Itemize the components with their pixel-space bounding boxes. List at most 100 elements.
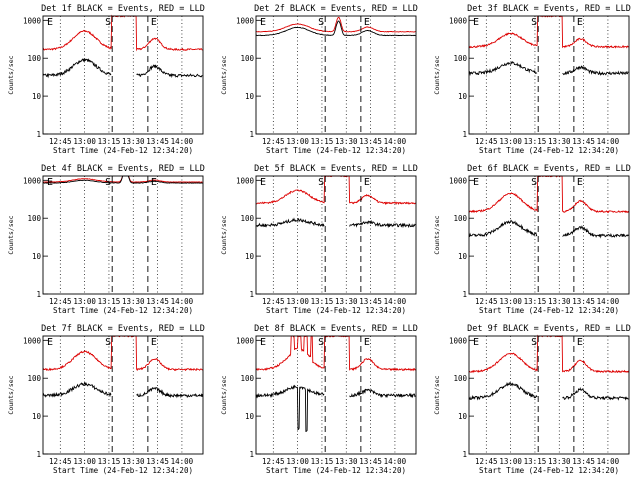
y-tick-label: 100 (453, 214, 467, 223)
x-tick-label: 13:45 (572, 137, 595, 146)
panel-title: Det 3f BLACK = Events, RED = LLD (467, 4, 631, 14)
y-axis-label: Counts/sec (7, 375, 15, 414)
y-axis-label: Counts/sec (220, 215, 228, 254)
x-tick-label: 13:45 (572, 457, 595, 466)
panel-title: Det 9f BLACK = Events, RED = LLD (467, 324, 631, 334)
events-series-line (255, 20, 416, 37)
events-series-line (255, 384, 416, 433)
lld-series-line (255, 175, 416, 206)
y-tick-label: 10 (458, 252, 468, 261)
plot-frame (468, 15, 630, 135)
y-axis-label: Counts/sec (433, 215, 441, 254)
x-tick-label: 13:00 (73, 297, 96, 306)
pass-marker-label: E (364, 337, 370, 348)
events-series-line (468, 381, 629, 401)
x-tick-label: 13:30 (548, 297, 571, 306)
x-tick-label: 13:00 (286, 137, 309, 146)
x-tick-label: 13:45 (146, 137, 169, 146)
y-tick-label: 1 (36, 450, 41, 459)
y-axis-label: Counts/sec (433, 55, 441, 94)
pass-end-marker-label: E (260, 337, 266, 348)
pass-end-marker-label: E (260, 17, 266, 28)
x-tick-label: 12:45 (49, 457, 72, 466)
pass-marker-label: S (105, 337, 111, 348)
detector-panel: Det 7f BLACK = Events, RED = LLD Counts/s… (7, 324, 205, 475)
pass-marker-label: S (531, 17, 537, 28)
y-tick-label: 1000 (449, 176, 468, 185)
plot-frame (42, 175, 204, 295)
x-tick-label: 13:30 (335, 137, 358, 146)
pass-marker-label: S (531, 177, 537, 188)
y-tick-label: 1000 (449, 336, 468, 345)
x-tick-label: 13:00 (499, 457, 522, 466)
x-tick-label: 12:45 (475, 457, 498, 466)
y-tick-label: 100 (240, 214, 254, 223)
y-tick-label: 100 (453, 374, 467, 383)
detector-panel: Det 8f BLACK = Events, RED = LLD Counts/s… (220, 324, 418, 475)
pass-end-marker-label: E (47, 177, 53, 188)
events-series-line (468, 60, 629, 77)
x-axis-label: Start Time (24-Feb-12 12:34:20) (266, 466, 406, 475)
detector-panel: Det 1f BLACK = Events, RED = LLD Counts/s… (7, 4, 205, 155)
detector-panel: Det 3f BLACK = Events, RED = LLD Counts/s… (433, 4, 631, 155)
x-tick-label: 13:45 (146, 297, 169, 306)
y-tick-label: 1 (462, 290, 467, 299)
x-axis-label: Start Time (24-Feb-12 12:34:20) (53, 466, 193, 475)
plot-frame (255, 15, 417, 135)
pass-marker-label: S (318, 177, 324, 188)
x-axis-label: Start Time (24-Feb-12 12:34:20) (53, 306, 193, 315)
x-tick-label: 13:30 (548, 137, 571, 146)
x-tick-label: 12:45 (262, 297, 285, 306)
x-tick-label: 14:00 (171, 457, 194, 466)
x-tick-label: 14:00 (171, 137, 194, 146)
pass-marker-label: S (105, 17, 111, 28)
x-tick-label: 13:15 (311, 457, 334, 466)
lld-series-line (468, 334, 629, 374)
x-tick-label: 14:00 (384, 457, 407, 466)
y-tick-label: 100 (240, 374, 254, 383)
pass-marker-label: E (151, 177, 157, 188)
plot-frame (468, 175, 630, 295)
x-tick-label: 14:00 (171, 297, 194, 306)
pass-marker-label: S (531, 337, 537, 348)
pass-marker-label: E (364, 17, 370, 28)
x-tick-label: 13:00 (286, 457, 309, 466)
panel-title: Det 4f BLACK = Events, RED = LLD (41, 164, 205, 174)
x-tick-label: 14:00 (384, 137, 407, 146)
lld-series-line (255, 16, 416, 33)
pass-end-marker-label: E (473, 17, 479, 28)
x-tick-label: 13:45 (359, 137, 382, 146)
x-tick-label: 12:45 (262, 137, 285, 146)
x-tick-label: 13:15 (524, 457, 547, 466)
y-tick-label: 10 (245, 92, 255, 101)
y-axis-label: Counts/sec (433, 375, 441, 414)
panel-title: Det 7f BLACK = Events, RED = LLD (41, 324, 205, 334)
x-tick-label: 13:30 (122, 457, 145, 466)
x-tick-label: 13:45 (359, 457, 382, 466)
x-tick-label: 13:30 (335, 457, 358, 466)
x-tick-label: 13:45 (146, 457, 169, 466)
detector-panel: Det 2f BLACK = Events, RED = LLD Counts/s… (220, 4, 418, 155)
x-tick-label: 13:00 (286, 297, 309, 306)
pass-marker-label: E (364, 177, 370, 188)
x-tick-label: 13:00 (73, 457, 96, 466)
events-series-line (468, 219, 629, 239)
y-tick-label: 1 (249, 130, 254, 139)
pass-end-marker-label: E (47, 17, 53, 28)
x-tick-label: 13:30 (548, 457, 571, 466)
x-tick-label: 13:15 (311, 297, 334, 306)
y-tick-label: 10 (458, 92, 468, 101)
lld-series-line (468, 175, 629, 214)
panel-title: Det 6f BLACK = Events, RED = LLD (467, 164, 631, 174)
y-tick-label: 10 (32, 92, 42, 101)
y-tick-label: 1000 (236, 16, 255, 25)
x-tick-label: 13:30 (122, 297, 145, 306)
x-axis-label: Start Time (24-Feb-12 12:34:20) (479, 466, 619, 475)
y-tick-label: 10 (458, 412, 468, 421)
pass-marker-label: E (577, 337, 583, 348)
plot-frame (42, 15, 204, 135)
lld-series-line (255, 335, 416, 372)
y-tick-label: 100 (27, 374, 41, 383)
x-tick-label: 13:15 (524, 137, 547, 146)
